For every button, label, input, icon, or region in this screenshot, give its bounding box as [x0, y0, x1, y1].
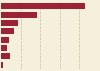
Bar	[1, 62, 3, 68]
Bar	[1, 45, 6, 51]
Bar	[1, 28, 14, 34]
Bar	[1, 3, 85, 9]
Bar	[1, 53, 10, 59]
Bar	[1, 37, 9, 43]
Bar	[1, 12, 37, 18]
Bar	[1, 20, 18, 26]
